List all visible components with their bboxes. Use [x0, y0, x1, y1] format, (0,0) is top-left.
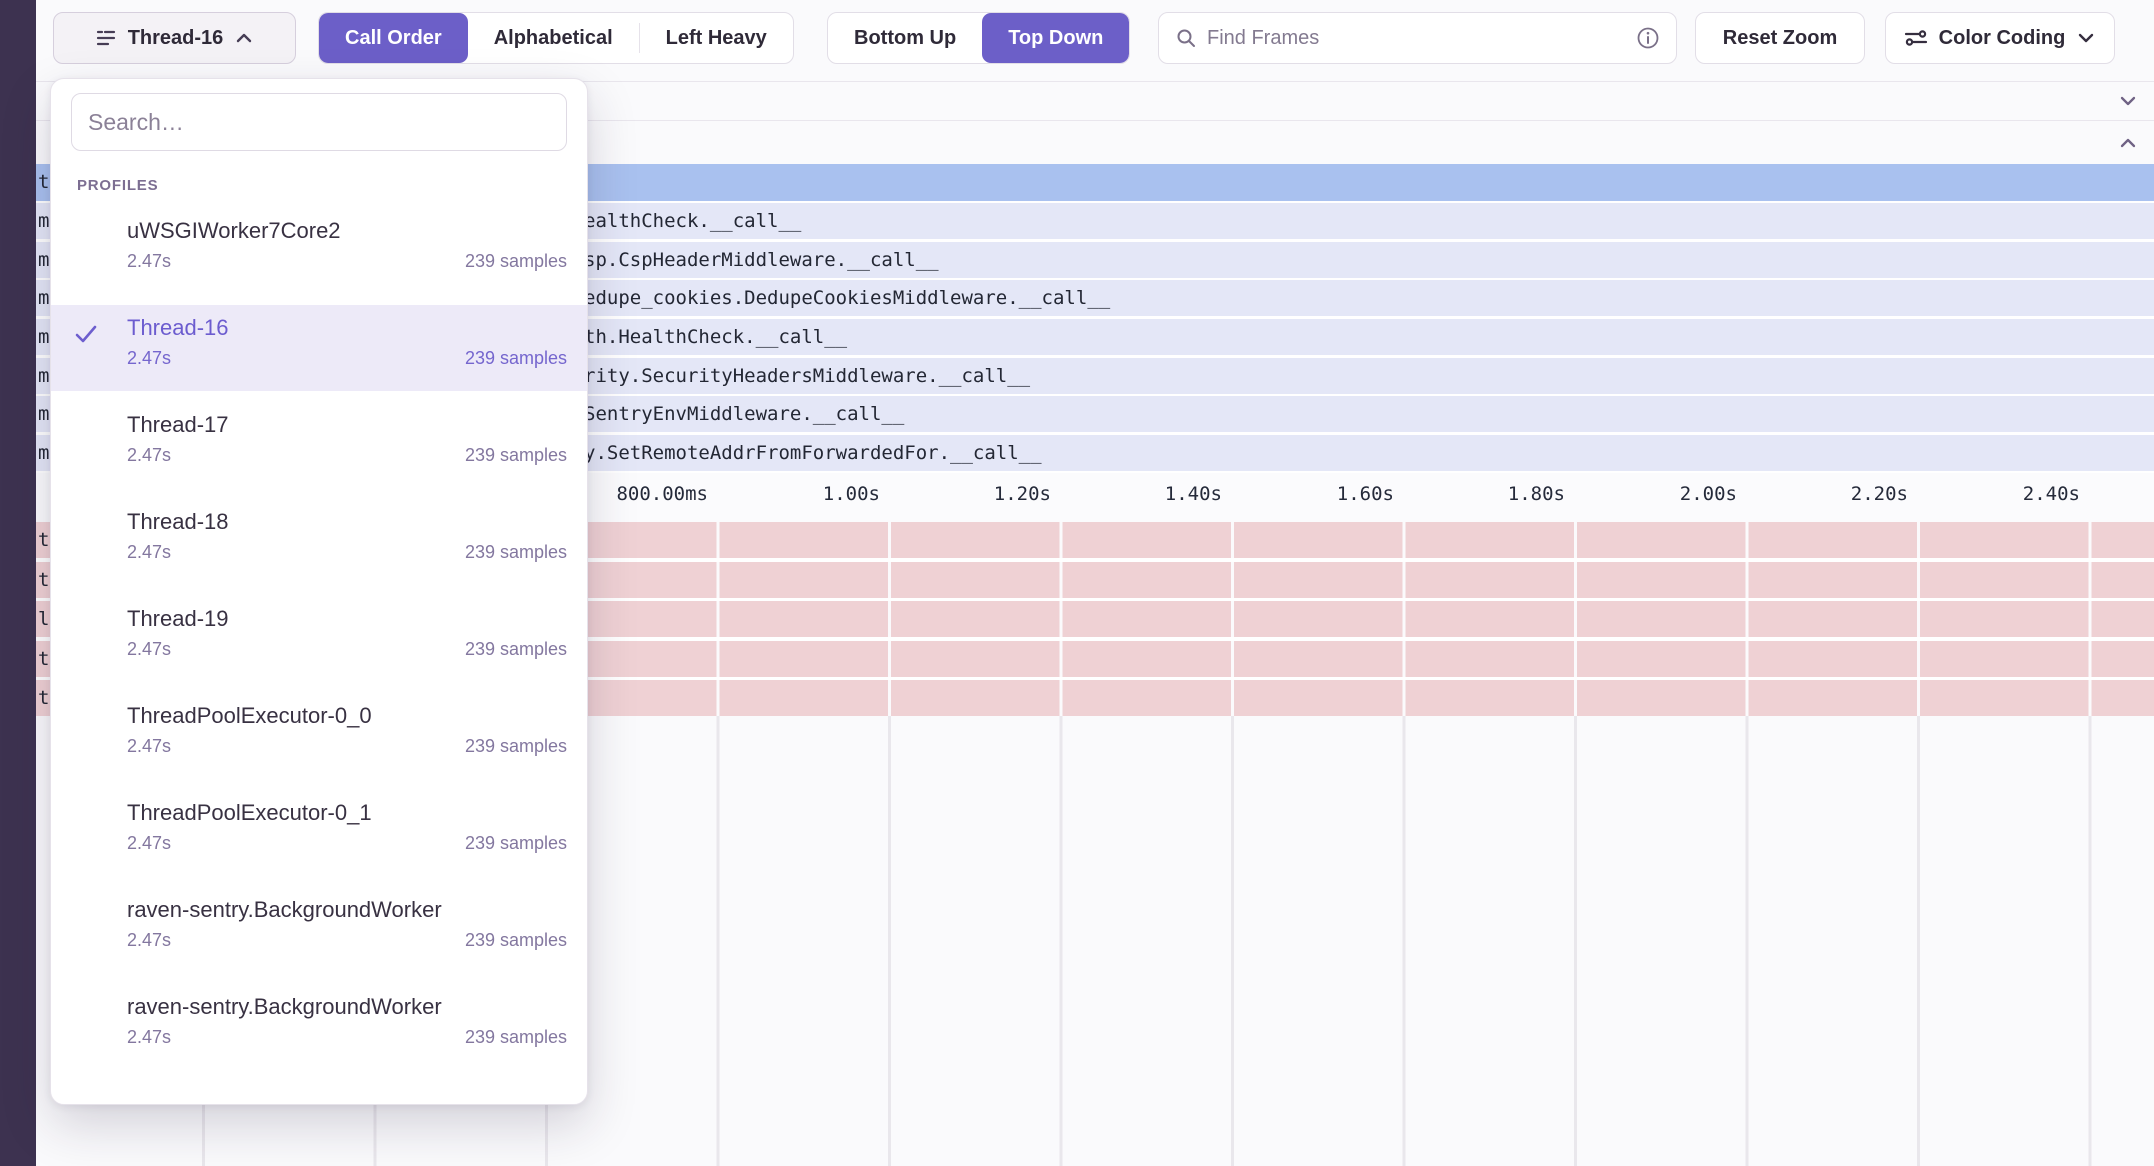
reset-zoom-button[interactable]: Reset Zoom [1695, 12, 1865, 64]
thread-samples: 239 samples [465, 634, 567, 664]
thread-select-button[interactable]: Thread-16 [53, 12, 296, 64]
thread-duration: 2.47s [127, 828, 171, 858]
axis-tick: 1.60s [1244, 483, 1394, 505]
sort-option-call-order[interactable]: Call Order [319, 13, 468, 63]
frame-text: m [38, 435, 49, 471]
frame-text: t [38, 641, 49, 677]
reset-zoom-label: Reset Zoom [1723, 27, 1837, 50]
thread-option[interactable]: raven-sentry.BackgroundWorker 2.47s 239 … [51, 984, 587, 1070]
thread-duration: 2.47s [127, 634, 171, 664]
axis-tick: 1.80s [1415, 483, 1565, 505]
dropdown-search-input[interactable] [71, 93, 567, 151]
axis-tick: 1.40s [1072, 483, 1222, 505]
axis-tick: 2.20s [1758, 483, 1908, 505]
find-frames-input[interactable] [1207, 27, 1626, 50]
thread-duration: 2.47s [127, 925, 171, 955]
color-coding-button[interactable]: Color Coding [1885, 12, 2115, 64]
frame-text: m [38, 396, 49, 432]
thread-duration: 2.47s [127, 246, 171, 276]
frame-text: sp.CspHeaderMiddleware.__call__ [584, 242, 939, 278]
thread-duration: 2.47s [127, 440, 171, 470]
checkmark-icon [73, 321, 99, 347]
thread-dropdown: PROFILES uWSGIWorker7Core2 2.47s 239 sam… [50, 78, 588, 1105]
profiles-section-label: PROFILES [77, 177, 567, 194]
thread-option[interactable]: raven-sentry.BackgroundWorker 2.47s 239 … [51, 887, 587, 973]
frame-text: m [38, 358, 49, 394]
frame-text: m [38, 319, 49, 355]
axis-tick: 2.00s [1587, 483, 1737, 505]
thread-name: raven-sentry.BackgroundWorker [127, 992, 567, 1022]
thread-duration: 2.47s [127, 537, 171, 567]
thread-samples: 239 samples [465, 925, 567, 955]
thread-name: Thread-16 [127, 313, 567, 343]
frame-text: m [38, 242, 49, 278]
color-coding-label: Color Coding [1939, 27, 2066, 50]
frame-text: ealthCheck.__call__ [584, 203, 801, 239]
sort-option-left-heavy[interactable]: Left Heavy [640, 13, 793, 63]
thread-samples: 239 samples [465, 440, 567, 470]
thread-samples: 239 samples [465, 246, 567, 276]
thread-duration: 2.47s [127, 1022, 171, 1052]
thread-name: raven-sentry.BackgroundWorker [127, 895, 567, 925]
sliders-icon [1903, 26, 1929, 50]
thread-option-selected[interactable]: Thread-16 2.47s 239 samples [51, 305, 587, 391]
direction-segmented-control: Bottom Up Top Down [827, 12, 1130, 64]
thread-name: Thread-17 [127, 410, 567, 440]
thread-option[interactable]: Thread-17 2.47s 239 samples [51, 402, 587, 488]
thread-name: Thread-18 [127, 507, 567, 537]
direction-option-bottom-up[interactable]: Bottom Up [828, 13, 982, 63]
chevron-up-icon[interactable] [2116, 131, 2140, 155]
chevron-down-icon [2075, 27, 2097, 49]
thread-duration: 2.47s [127, 731, 171, 761]
find-frames-search[interactable] [1158, 12, 1677, 64]
thread-option[interactable]: Thread-19 2.47s 239 samples [51, 596, 587, 682]
app-sidebar-strip [0, 0, 36, 1166]
frame-text: rity.SecurityHeadersMiddleware.__call__ [584, 358, 1030, 394]
frame-text: t [38, 680, 49, 716]
thread-duration: 2.47s [127, 343, 171, 373]
thread-option[interactable]: ThreadPoolExecutor-0_0 2.47s 239 samples [51, 693, 587, 779]
thread-option[interactable]: Thread-18 2.47s 239 samples [51, 499, 587, 585]
thread-option[interactable]: uWSGIWorker7Core2 2.47s 239 samples [51, 208, 587, 294]
thread-name: ThreadPoolExecutor-0_0 [127, 701, 567, 731]
frame-text: y.SetRemoteAddrFromForwardedFor.__call__ [584, 435, 1042, 471]
frame-text: m [38, 280, 49, 316]
frame-text: edupe_cookies.DedupeCookiesMiddleware.__… [584, 280, 1110, 316]
chevron-up-icon [233, 27, 255, 49]
search-icon [1175, 27, 1197, 49]
thread-samples: 239 samples [465, 828, 567, 858]
thread-name: Thread-19 [127, 604, 567, 634]
list-icon [94, 26, 118, 50]
thread-samples: 239 samples [465, 1022, 567, 1052]
profiling-toolbar: Thread-16 Call Order Alphabetical Left H… [36, 0, 2154, 82]
sort-option-alphabetical[interactable]: Alphabetical [468, 13, 639, 63]
info-icon[interactable] [1636, 26, 1660, 50]
frame-text: th.HealthCheck.__call__ [584, 319, 847, 355]
thread-name: ThreadPoolExecutor-0_1 [127, 798, 567, 828]
frame-text: t [38, 562, 49, 598]
frame-text: l [38, 601, 49, 637]
thread-option[interactable]: ThreadPoolExecutor-0_1 2.47s 239 samples [51, 790, 587, 876]
frame-text: t [38, 522, 49, 558]
direction-option-top-down[interactable]: Top Down [982, 13, 1129, 63]
thread-samples: 239 samples [465, 731, 567, 761]
axis-tick: 1.00s [730, 483, 880, 505]
thread-select-label: Thread-16 [128, 27, 224, 50]
sort-segmented-control: Call Order Alphabetical Left Heavy [318, 12, 794, 64]
thread-samples: 239 samples [465, 537, 567, 567]
frame-text: SentryEnvMiddleware.__call__ [584, 396, 904, 432]
axis-tick: 2.40s [1930, 483, 2080, 505]
frame-text: m [38, 203, 49, 239]
axis-tick: 1.20s [901, 483, 1051, 505]
thread-name: uWSGIWorker7Core2 [127, 216, 567, 246]
chevron-down-icon[interactable] [2116, 89, 2140, 113]
thread-samples: 239 samples [465, 343, 567, 373]
frame-text: t [38, 164, 49, 200]
